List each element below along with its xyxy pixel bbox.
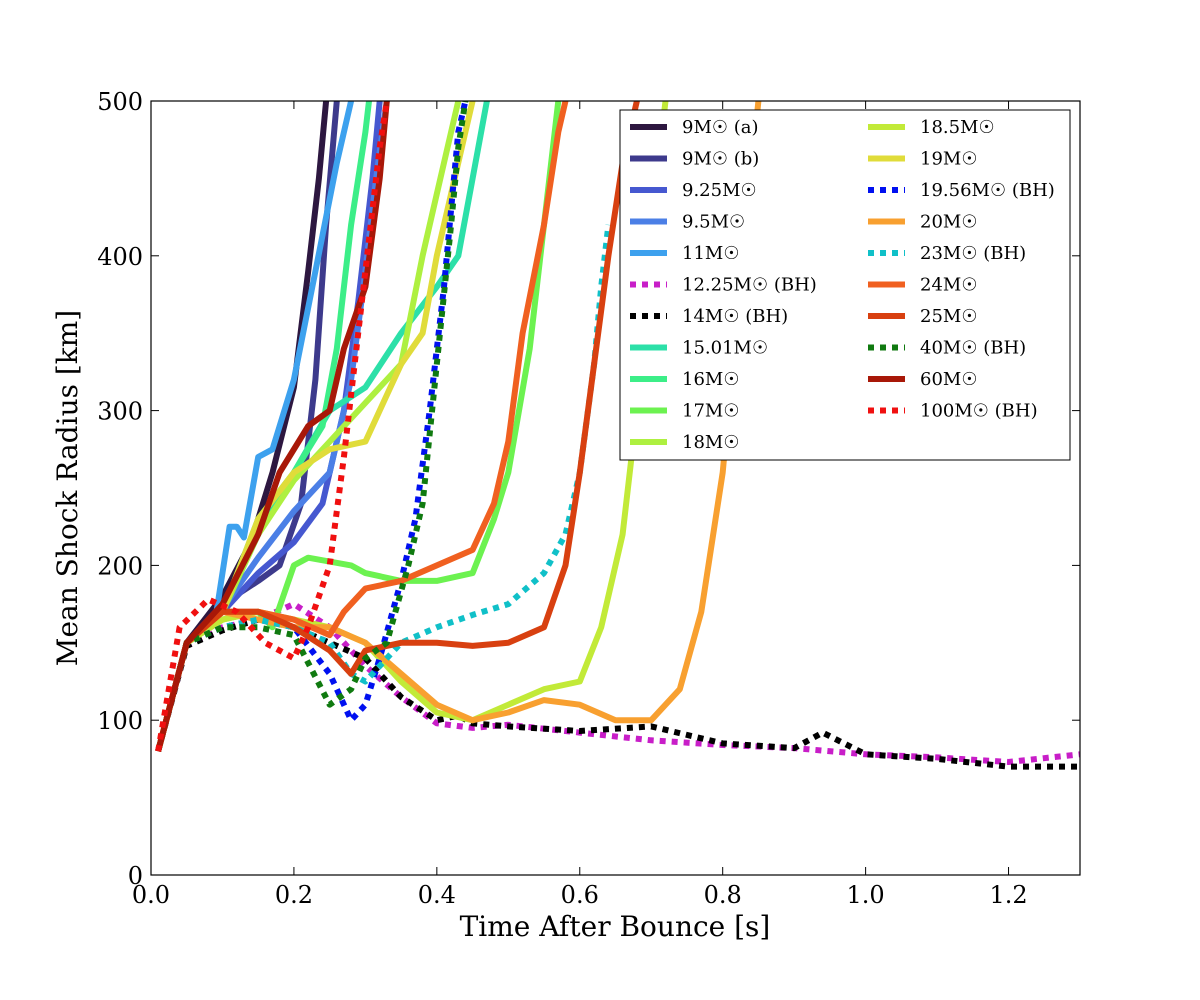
legend-label: 24M☉ — [920, 275, 977, 296]
legend-label: 18.5M☉ — [920, 117, 995, 138]
legend-label: 100M☉ (BH) — [920, 401, 1038, 422]
legend-label: 14M☉ (BH) — [682, 306, 788, 327]
x-tick-label: 0.0 — [132, 881, 170, 909]
y-tick-label: 100 — [97, 707, 143, 735]
legend-label: 19.56M☉ (BH) — [920, 180, 1055, 201]
legend: 9M☉ (a) 9M☉ (b) 9.25M☉ 9.5M☉ 11M☉ 12.25M☉ (BH… — [619, 109, 1071, 461]
y-axis-label: Mean Shock Radius [km] — [51, 310, 84, 666]
legend-label: 17M☉ — [682, 401, 739, 422]
x-tick-label: 1.0 — [847, 881, 885, 909]
x-axis-label: Time After Bounce [s] — [460, 910, 771, 943]
legend-label: 23M☉ (BH) — [920, 243, 1026, 264]
x-tick-label: 1.2 — [989, 881, 1027, 909]
legend-label: 15.01M☉ — [682, 338, 768, 359]
legend-frame — [619, 109, 1071, 461]
legend-label: 25M☉ — [920, 306, 977, 327]
y-tick-label: 300 — [97, 398, 143, 426]
legend-label: 19M☉ — [920, 149, 977, 170]
y-tick-label: 400 — [97, 243, 143, 271]
plot-frame — [150, 100, 1081, 876]
x-tick-label: 0.6 — [561, 881, 599, 909]
legend-label: 12.25M☉ (BH) — [682, 275, 817, 296]
series-line-15 — [155, 224, 612, 752]
series-line-17 — [155, 101, 640, 752]
legend-label: 9M☉ (b) — [682, 149, 759, 170]
series-line-18 — [155, 101, 469, 752]
legend-label: 20M☉ — [920, 212, 977, 233]
x-tick-label: 0.2 — [275, 881, 313, 909]
series-layer — [155, 101, 1080, 770]
x-tick-label: 0.4 — [418, 881, 456, 909]
legend-label: 40M☉ (BH) — [920, 338, 1026, 359]
legend-label: 60M☉ — [920, 369, 977, 390]
legend-label: 9.5M☉ — [682, 212, 745, 233]
y-tick-label: 500 — [97, 88, 143, 116]
x-tick-label: 0.8 — [704, 881, 742, 909]
ticks-layer: 0.0 0.2 0.4 0.6 0.8 1.0 1.2 0 100 200 300 400 500 — [97, 88, 1080, 909]
legend-label: 18M☉ — [682, 432, 739, 453]
y-tick-label: 200 — [97, 552, 143, 580]
series-line-20 — [155, 101, 390, 752]
legend-label: 16M☉ — [682, 369, 739, 390]
legend-label: 11M☉ — [682, 243, 739, 264]
legend-label: 9.25M☉ — [682, 180, 757, 201]
y-tick-label: 0 — [128, 862, 143, 890]
legend-label: 9M☉ (a) — [682, 117, 759, 138]
